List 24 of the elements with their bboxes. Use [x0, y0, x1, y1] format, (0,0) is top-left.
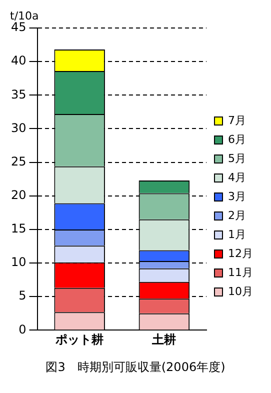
- y-tick-label: 40: [10, 54, 26, 68]
- legend-label: 1月: [228, 228, 246, 241]
- y-tick-label: 20: [10, 188, 26, 202]
- legend-label: 3月: [228, 190, 246, 203]
- y-tick-label: 30: [10, 120, 26, 135]
- legend-label: 10月: [228, 284, 254, 298]
- y-tick-label: 5: [18, 288, 26, 303]
- legend-label: 2月: [228, 208, 246, 222]
- y-tick-label: 45: [10, 20, 26, 34]
- legend-label: 6月: [228, 132, 246, 146]
- y-tick-label: 25: [10, 154, 26, 168]
- y-tick-label: 0: [18, 322, 26, 336]
- x-tick-label: 土耕: [151, 332, 176, 347]
- legend-label: 11月: [228, 266, 254, 279]
- y-tick-label: 10: [10, 255, 26, 270]
- x-tick-label: ポット耕: [54, 332, 104, 347]
- y-tick-label: 35: [10, 87, 26, 102]
- legend-label: 12月: [228, 246, 254, 260]
- legend-label: 4月: [228, 170, 246, 184]
- text: 図3 時期別可販収量(2006年度): [46, 360, 226, 374]
- legend-label: 5月: [228, 152, 246, 165]
- y-axis-title: t/10a: [10, 9, 39, 22]
- y-tick-label: 15: [10, 222, 26, 236]
- legend-label: 7月: [228, 114, 246, 127]
